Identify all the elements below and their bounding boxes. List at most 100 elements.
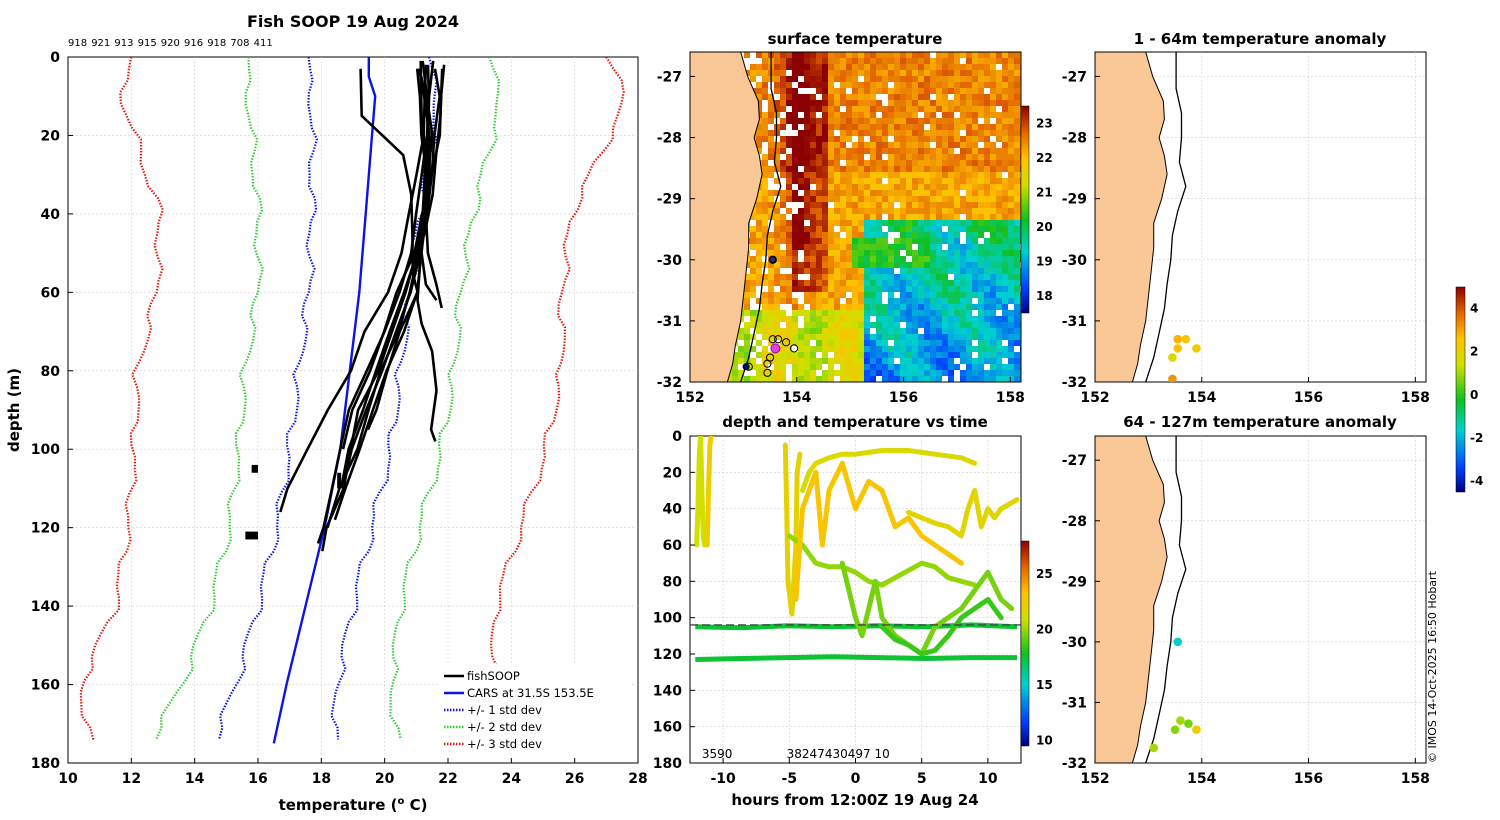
sst-cell xyxy=(894,100,900,106)
sst-cell xyxy=(972,124,978,130)
sst-cell xyxy=(966,202,972,208)
sst-cell xyxy=(828,322,834,328)
sst-cell xyxy=(882,262,888,268)
sst-cell xyxy=(936,220,942,226)
sst-cell xyxy=(804,262,810,268)
sst-cell xyxy=(870,70,876,76)
sst-cell xyxy=(954,88,960,94)
sst-cell xyxy=(816,232,822,238)
sst-cell xyxy=(822,370,828,376)
sst-cell xyxy=(972,130,978,136)
sst-cell xyxy=(918,172,924,178)
sst-cell xyxy=(966,166,972,172)
sst-cell xyxy=(888,364,894,370)
sst-cell xyxy=(978,196,984,202)
sst-cell xyxy=(912,238,918,244)
sst-cell xyxy=(924,346,930,352)
anom-colorbar-label: 2 xyxy=(1470,345,1478,359)
depth-time-ytick-label: 80 xyxy=(663,574,683,590)
sst-cell xyxy=(846,370,852,376)
sst-cell xyxy=(798,226,804,232)
sst-cell xyxy=(960,298,966,304)
sst-cell xyxy=(822,58,828,64)
sst-cell xyxy=(984,274,990,280)
sst-cell xyxy=(834,358,840,364)
sst-cell xyxy=(978,58,984,64)
sst-cell xyxy=(840,286,846,292)
sst-cell xyxy=(822,220,828,226)
sst-cell xyxy=(762,244,768,250)
sst-cell xyxy=(960,64,966,70)
sst-cell xyxy=(912,52,918,58)
sst-cell xyxy=(780,190,786,196)
sst-cell xyxy=(996,262,1002,268)
sst-cell xyxy=(942,274,948,280)
sst-cell xyxy=(810,310,816,316)
sst-cell xyxy=(924,340,930,346)
sst-cell xyxy=(834,280,840,286)
map-land xyxy=(1095,436,1168,763)
sst-cell xyxy=(852,64,858,70)
sst-cell xyxy=(840,130,846,136)
sst-cell xyxy=(984,160,990,166)
sst-cell xyxy=(978,244,984,250)
sst-cell xyxy=(816,328,822,334)
sst-cell xyxy=(804,250,810,256)
sst-cell xyxy=(810,364,816,370)
sst-cell xyxy=(762,64,768,70)
profile-ytick-label: 20 xyxy=(41,128,61,144)
sst-cell xyxy=(1014,274,1020,280)
sst-cell xyxy=(786,58,792,64)
sst-cell xyxy=(918,166,924,172)
sst-cell xyxy=(984,154,990,160)
sst-cell xyxy=(960,94,966,100)
sst-cell xyxy=(912,208,918,214)
sst-cell xyxy=(984,166,990,172)
sst-cell xyxy=(870,100,876,106)
sst-cell xyxy=(780,172,786,178)
sst-cell xyxy=(846,256,852,262)
sst-cell xyxy=(792,328,798,334)
sst-colorbar-label: 20 xyxy=(1036,220,1053,234)
sst-cell xyxy=(912,112,918,118)
sst-cell xyxy=(852,154,858,160)
sst-cell xyxy=(822,328,828,334)
sst-cell xyxy=(1014,202,1020,208)
sst-cell xyxy=(822,244,828,250)
sst-cell xyxy=(858,316,864,322)
sst-cell xyxy=(1014,118,1020,124)
sst-cell xyxy=(780,376,786,382)
sst-cell xyxy=(942,370,948,376)
sst-cell xyxy=(900,352,906,358)
sst-cell xyxy=(840,172,846,178)
sst-cell xyxy=(834,328,840,334)
sst-cell xyxy=(1014,154,1020,160)
sst-cell xyxy=(978,256,984,262)
sst-cell xyxy=(786,298,792,304)
sst-cell xyxy=(912,220,918,226)
sst-cell xyxy=(990,64,996,70)
sst-cell xyxy=(942,112,948,118)
sst-cell xyxy=(840,70,846,76)
sst-cell xyxy=(990,268,996,274)
sst-cell xyxy=(888,70,894,76)
sst-cell xyxy=(798,328,804,334)
sst-cell xyxy=(828,262,834,268)
sst-cell xyxy=(828,214,834,220)
sst-cell xyxy=(756,316,762,322)
sst-cell xyxy=(894,190,900,196)
sst-cell xyxy=(948,136,954,142)
sst-cell xyxy=(954,328,960,334)
sst-cell xyxy=(810,370,816,376)
sst-cell xyxy=(930,190,936,196)
sst-cell xyxy=(966,220,972,226)
sst-cell xyxy=(966,52,972,58)
sst-cell xyxy=(996,214,1002,220)
legend-box xyxy=(440,664,630,758)
sst-cell xyxy=(1008,322,1014,328)
sst-cell xyxy=(900,274,906,280)
sst-cell xyxy=(768,130,774,136)
sst-cell xyxy=(912,274,918,280)
sst-cell xyxy=(1014,304,1020,310)
sst-cell xyxy=(870,166,876,172)
